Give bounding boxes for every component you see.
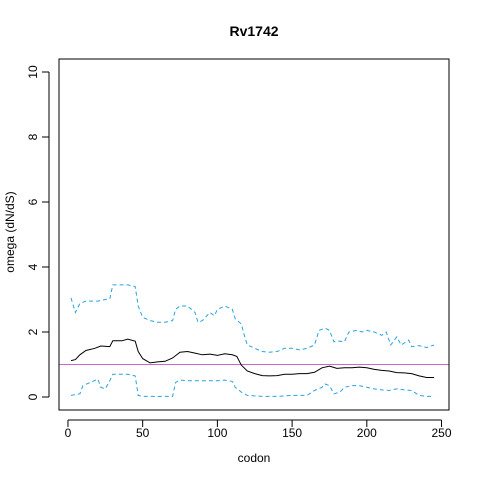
upper-bound-line — [70, 284, 435, 353]
x-tick-label: 100 — [207, 426, 227, 440]
y-tick-label: 6 — [26, 198, 40, 205]
y-tick-label: 0 — [26, 393, 40, 400]
x-axis-label: codon — [238, 451, 271, 465]
y-tick-label: 10 — [26, 65, 40, 79]
x-tick-label: 250 — [432, 426, 452, 440]
plot-area: 0 50 100 150 200 250 0 2 4 6 8 10 — [26, 65, 452, 440]
y-tick-label: 4 — [26, 263, 40, 270]
y-tick-label: 2 — [26, 328, 40, 335]
x-tick-label: 200 — [357, 426, 377, 440]
chart-title: Rv1742 — [229, 23, 278, 39]
y-tick-label: 8 — [26, 133, 40, 140]
lower-bound-line — [70, 373, 435, 397]
x-tick-label: 0 — [65, 426, 72, 440]
x-tick-label: 150 — [282, 426, 302, 440]
omega-estimate-line — [70, 338, 435, 378]
y-axis-label: omega (dN/dS) — [3, 191, 17, 272]
plot-frame — [58, 58, 450, 411]
x-tick-label: 50 — [136, 426, 150, 440]
